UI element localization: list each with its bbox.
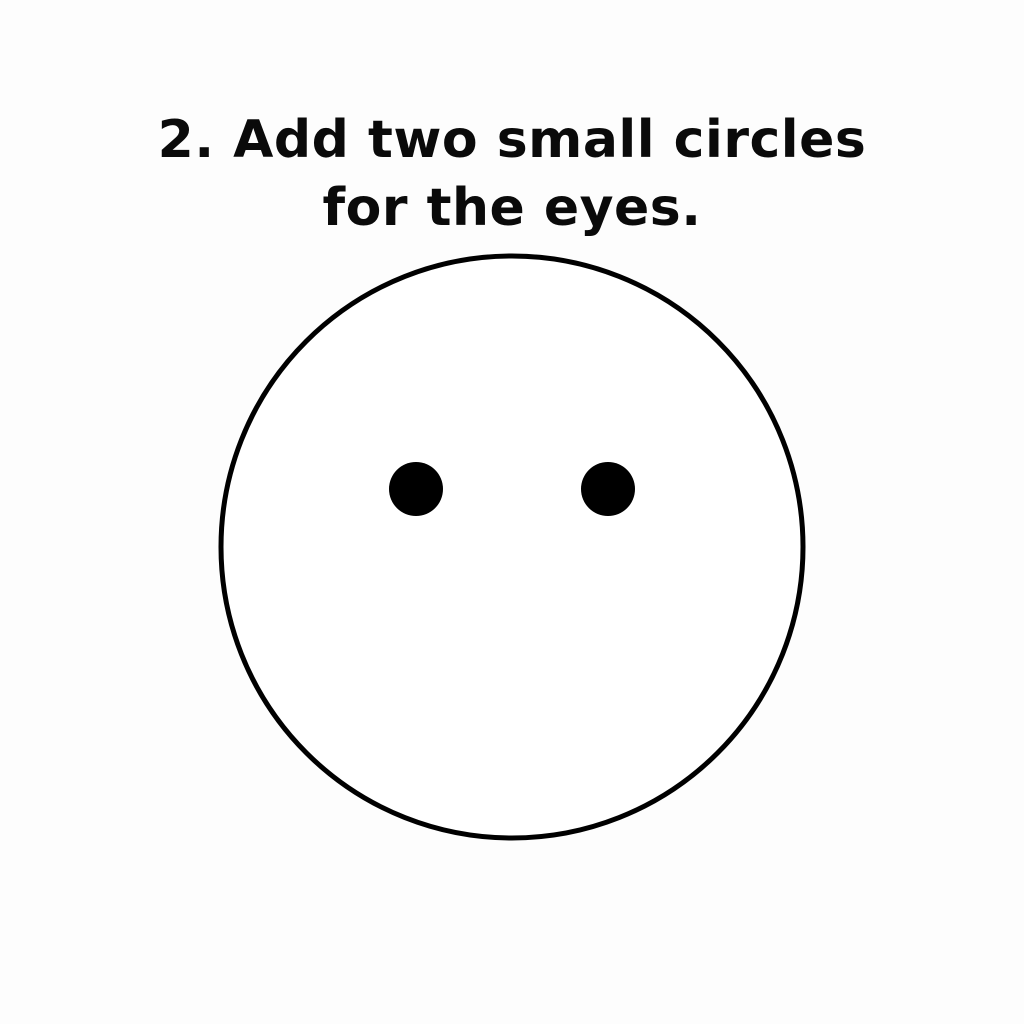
face-outline — [218, 253, 806, 841]
instruction-line-2: for the eyes. — [322, 178, 702, 238]
left-eye — [389, 462, 443, 516]
instruction-line-1: 2. Add two small circles — [157, 110, 867, 170]
right-eye — [581, 462, 635, 516]
step-instruction: 2. Add two small circles for the eyes. — [0, 106, 1024, 242]
